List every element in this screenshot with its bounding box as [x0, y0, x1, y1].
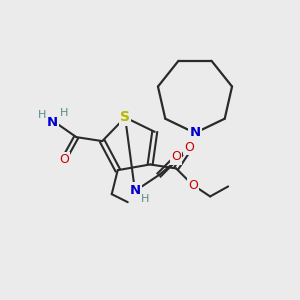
Text: O: O: [59, 153, 69, 166]
Text: H: H: [38, 110, 46, 120]
Text: O: O: [188, 179, 198, 192]
Text: H: H: [60, 108, 68, 118]
Text: H: H: [141, 194, 149, 204]
Text: O: O: [184, 141, 194, 154]
Text: O: O: [171, 151, 181, 164]
Text: N: N: [47, 116, 58, 129]
Text: N: N: [129, 184, 141, 196]
Text: S: S: [120, 110, 130, 124]
Text: N: N: [189, 127, 201, 140]
